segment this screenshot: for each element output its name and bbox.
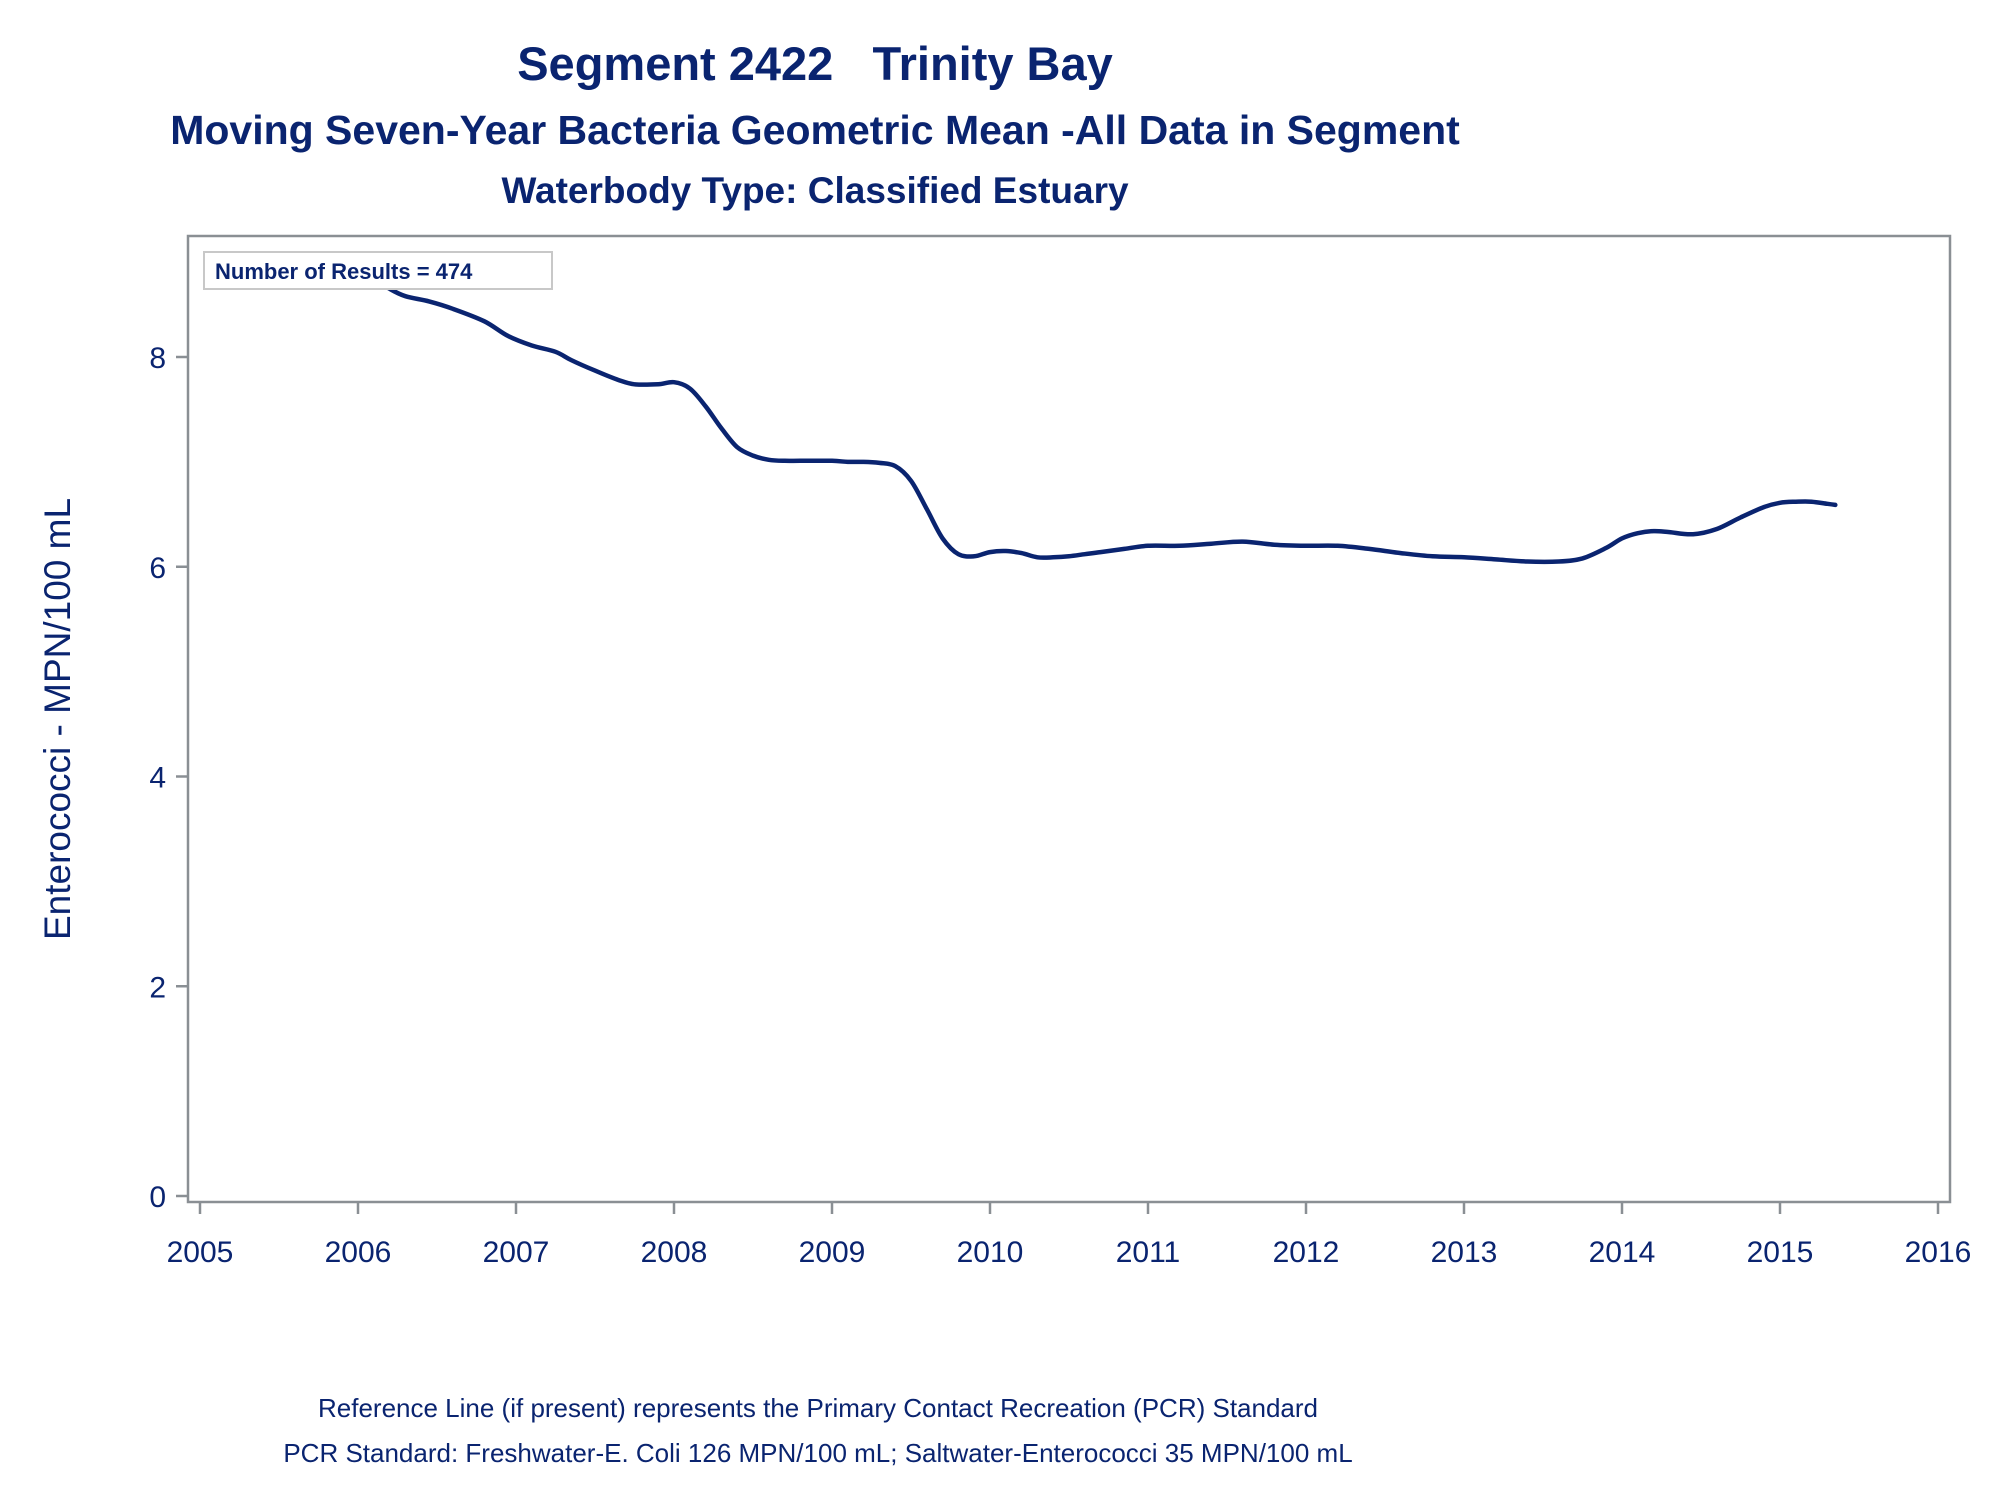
y-tick-label: 2 (149, 971, 166, 1004)
annotation-text: Number of Results = 474 (215, 259, 473, 284)
x-tick-label: 2005 (167, 1236, 234, 1269)
series-layer (284, 257, 1838, 565)
x-tick-label: 2008 (641, 1236, 708, 1269)
chart-title: Segment 2422 Trinity Bay (517, 37, 1113, 90)
x-tick-label: 2006 (325, 1236, 392, 1269)
x-tick-label: 2007 (483, 1236, 550, 1269)
series-line (284, 257, 1838, 565)
footnote-2: PCR Standard: Freshwater-E. Coli 126 MPN… (283, 1438, 1352, 1468)
x-tick-label: 2012 (1273, 1236, 1340, 1269)
x-tick-label: 2011 (1116, 1236, 1181, 1269)
x-axis: 2005 2006 2007 2008 2009 2010 2011 2012 2013 2014… (167, 1202, 1972, 1269)
chart-subtitle: Moving Seven-Year Bacteria Geometric Mea… (170, 107, 1460, 153)
x-tick-label: 2014 (1589, 1236, 1656, 1269)
y-tick-label: 4 (149, 762, 166, 795)
annotation-box: Number of Results = 474 (203, 251, 553, 290)
y-axis-label: Enterococci - MPN/100 mL (37, 498, 78, 940)
x-tick-label: 2009 (799, 1236, 866, 1269)
y-tick-label: 8 (149, 342, 166, 375)
x-tick-label: 2015 (1747, 1236, 1814, 1269)
chart-subtitle-2: Waterbody Type: Classified Estuary (501, 170, 1129, 211)
y-tick-label: 6 (149, 552, 166, 585)
plot-frame (186, 234, 1952, 1204)
x-tick-label: 2013 (1431, 1236, 1498, 1269)
footnote-1: Reference Line (if present) represents t… (318, 1393, 1318, 1423)
x-tick-label: 2010 (957, 1236, 1024, 1269)
y-tick-label: 0 (149, 1181, 166, 1214)
y-axis: 0 2 4 6 8 (149, 342, 188, 1214)
x-tick-label: 2016 (1905, 1236, 1972, 1269)
